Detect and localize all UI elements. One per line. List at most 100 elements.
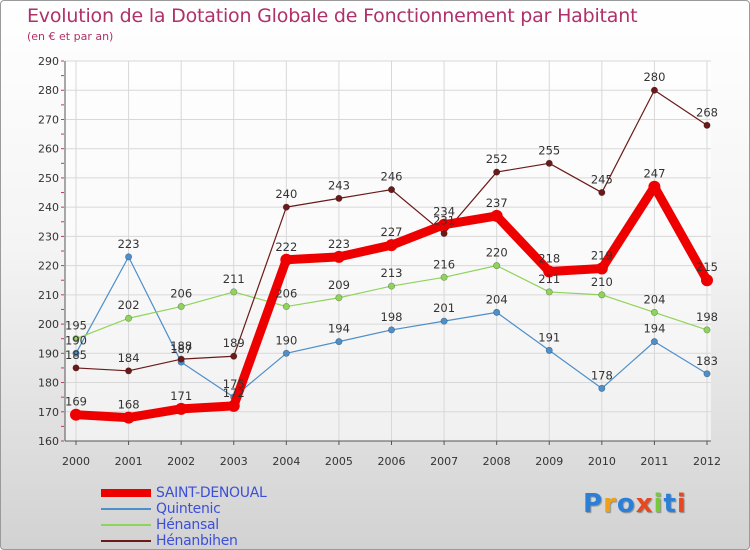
y-tick-label: 170 <box>38 406 59 419</box>
y-tick-label: 230 <box>38 230 59 243</box>
data-point <box>72 364 80 372</box>
data-point <box>598 189 606 197</box>
data-label: 209 <box>328 278 350 292</box>
x-tick-label: 2011 <box>640 455 668 468</box>
data-point <box>493 262 501 270</box>
y-tick-label: 250 <box>38 172 59 185</box>
data-label: 188 <box>170 339 192 353</box>
data-label: 215 <box>696 260 718 274</box>
data-point <box>177 303 185 311</box>
data-point <box>387 186 395 194</box>
data-label: 216 <box>433 257 455 271</box>
y-tick-label: 280 <box>38 84 59 97</box>
data-label: 202 <box>118 298 140 312</box>
legend-label: Hénansal <box>156 517 219 533</box>
logo-letter: i <box>653 489 664 519</box>
data-label: 191 <box>538 330 560 344</box>
data-point <box>703 370 711 378</box>
data-point <box>335 294 343 302</box>
data-label: 237 <box>486 196 508 210</box>
legend-label: Quintenic <box>156 501 221 517</box>
data-label: 255 <box>538 143 560 157</box>
data-point <box>332 250 345 263</box>
data-point <box>177 355 185 363</box>
data-label: 168 <box>118 398 140 412</box>
logo-letter: P <box>583 489 604 519</box>
data-label: 187 <box>170 342 192 356</box>
data-point <box>125 367 133 375</box>
data-point <box>335 338 343 346</box>
data-label: 183 <box>696 354 718 368</box>
legend-swatch <box>101 508 151 510</box>
data-point <box>70 408 82 421</box>
data-label: 234 <box>433 205 455 219</box>
data-point <box>545 159 553 167</box>
data-point <box>648 180 661 193</box>
x-tick-label: 2008 <box>483 455 511 468</box>
y-tick-label: 240 <box>38 201 59 214</box>
y-tick-label: 290 <box>38 55 59 68</box>
data-label: 206 <box>170 287 192 301</box>
data-label: 198 <box>696 310 718 324</box>
x-tick-label: 2007 <box>430 455 458 468</box>
data-label: 243 <box>328 178 350 192</box>
data-label: 223 <box>328 237 350 251</box>
x-tick-label: 2012 <box>693 455 721 468</box>
data-label: 195 <box>65 319 87 333</box>
data-point <box>650 86 658 94</box>
x-tick-label: 2006 <box>378 455 406 468</box>
data-label: 198 <box>381 310 403 324</box>
x-tick-label: 2002 <box>167 455 195 468</box>
data-label: 218 <box>538 251 560 265</box>
legend-swatch <box>101 540 151 542</box>
data-label: 185 <box>65 348 87 362</box>
legend-label: Hénanbihen <box>156 533 238 549</box>
y-tick-label: 260 <box>38 143 59 156</box>
data-point <box>227 399 240 412</box>
data-point <box>598 291 606 299</box>
data-label: 280 <box>643 70 665 84</box>
data-label: 194 <box>328 322 350 336</box>
data-point <box>650 338 658 346</box>
data-label: 222 <box>275 240 297 254</box>
data-point <box>701 274 713 287</box>
y-tick-label: 190 <box>38 347 59 360</box>
data-point <box>543 265 556 278</box>
data-point <box>230 352 238 360</box>
data-point <box>125 314 133 322</box>
y-tick-label: 200 <box>38 318 59 331</box>
logo-letter: t <box>663 489 677 519</box>
chart-title: Evolution de la Dotation Globale de Fonc… <box>27 5 638 27</box>
data-label: 219 <box>591 249 613 263</box>
data-label: 210 <box>591 275 613 289</box>
y-tick-label: 220 <box>38 260 59 273</box>
data-point <box>490 209 503 222</box>
data-label: 190 <box>65 333 87 347</box>
data-point <box>703 121 711 129</box>
data-point <box>493 168 501 176</box>
data-point <box>440 317 448 325</box>
logo-letter: x <box>635 489 654 519</box>
data-label: 245 <box>591 173 613 187</box>
chart-subtitle: (en € et par an) <box>27 30 114 43</box>
data-label: 240 <box>275 187 297 201</box>
x-tick-label: 2003 <box>220 455 248 468</box>
data-label: 204 <box>643 292 665 306</box>
legend-label: SAINT-DENOUAL <box>156 485 267 501</box>
data-point <box>438 218 451 231</box>
proxiti-logo: Proxiti <box>583 489 687 519</box>
data-point <box>493 308 501 316</box>
data-point <box>282 303 290 311</box>
data-point <box>175 402 188 415</box>
logo-letter: r <box>603 489 617 519</box>
x-tick-label: 2001 <box>115 455 143 468</box>
data-label: 194 <box>643 322 665 336</box>
data-point <box>440 229 448 237</box>
data-label: 206 <box>275 287 297 301</box>
data-label: 247 <box>643 167 665 181</box>
data-label: 175 <box>223 377 245 391</box>
data-label: 227 <box>381 225 403 239</box>
data-point <box>387 282 395 290</box>
